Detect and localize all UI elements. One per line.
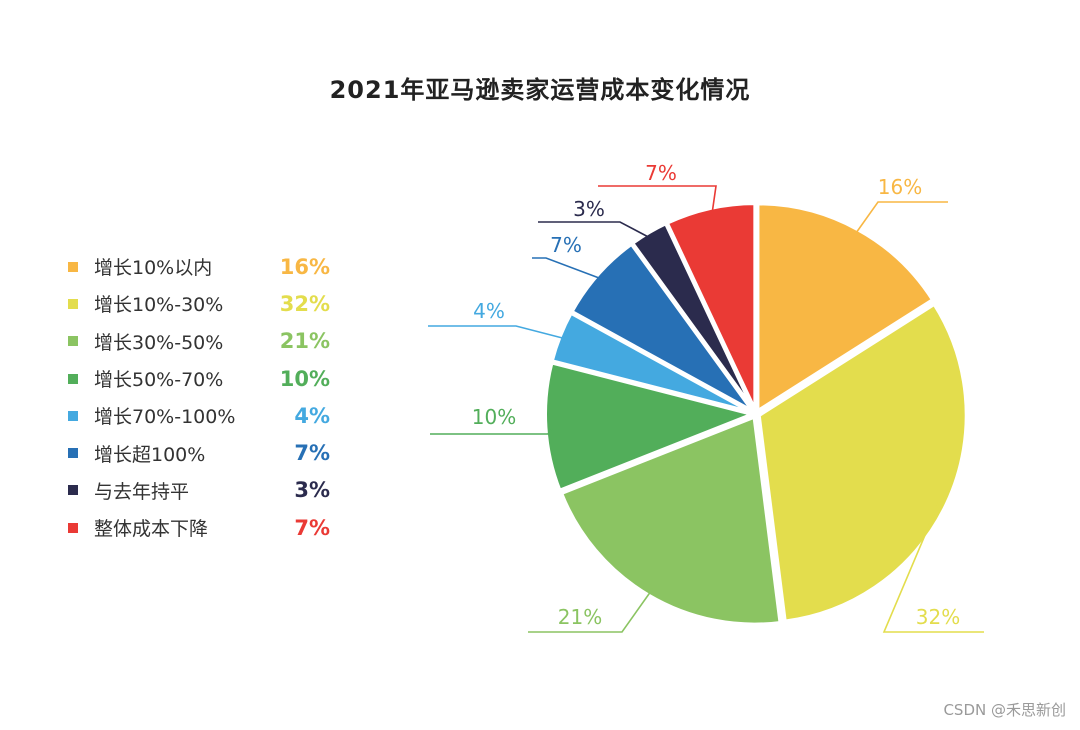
legend: 增长10%以内 16% 增长10%-30% 32% 增长30%-50% 21% 增长50%-…	[68, 248, 348, 546]
legend-swatch	[68, 485, 78, 496]
legend-label: 增长70%-100%	[94, 406, 236, 429]
legend-label: 与去年持平	[94, 480, 190, 503]
legend-label: 整体成本下降	[94, 518, 209, 541]
data-label: 10%	[472, 405, 516, 429]
legend-swatch	[68, 373, 78, 384]
legend-value: 21%	[279, 329, 330, 354]
legend-swatch	[68, 522, 78, 533]
legend-value: 4%	[294, 403, 330, 428]
legend-item: 增长超100% 7%	[68, 434, 348, 471]
legend-item: 整体成本下降 7%	[68, 509, 348, 546]
legend-item: 增长50%-70% 10%	[68, 360, 348, 397]
data-label: 16%	[878, 175, 922, 199]
legend-value: 32%	[279, 291, 330, 316]
legend-swatch	[68, 336, 78, 347]
leader-line	[882, 500, 984, 633]
leader-line	[430, 426, 555, 435]
legend-value: 3%	[294, 478, 330, 503]
legend-value: 16%	[279, 254, 330, 279]
legend-label: 增长10%-30%	[94, 294, 224, 317]
legend-label: 增长30%-50%	[94, 331, 224, 354]
leader-line	[853, 201, 948, 237]
pie-slice	[664, 201, 758, 414]
data-label: 3%	[573, 197, 605, 221]
pie-slice	[543, 360, 756, 493]
data-label: 32%	[916, 605, 960, 629]
data-label: 7%	[645, 161, 677, 185]
data-label: 4%	[473, 299, 505, 323]
pie-slice	[756, 301, 969, 624]
legend-swatch	[68, 448, 78, 459]
watermark: CSDN @禾思新创	[943, 701, 1066, 719]
legend-item: 增长30%-50% 21%	[68, 323, 348, 360]
data-label: 21%	[558, 605, 602, 629]
chart-title: 2021年亚马逊卖家运营成本变化情况	[329, 76, 751, 104]
legend-item: 增长10%以内 16%	[68, 248, 348, 285]
legend-label: 增长50%-70%	[94, 369, 224, 392]
legend-value: 7%	[294, 515, 330, 540]
legend-item: 增长70%-100% 4%	[68, 397, 348, 434]
legend-swatch	[68, 261, 78, 272]
legend-swatch	[68, 410, 78, 421]
pie-slice	[755, 201, 936, 414]
legend-value: 7%	[294, 441, 330, 466]
legend-value: 10%	[279, 366, 330, 391]
legend-swatch	[68, 298, 78, 309]
leader-line	[528, 588, 654, 633]
legend-item: 与去年持平 3%	[68, 472, 348, 509]
leader-line	[428, 325, 568, 341]
leader-line	[598, 185, 717, 217]
legend-label: 增长10%以内	[94, 257, 213, 280]
data-label: 7%	[550, 233, 582, 257]
legend-label: 增长超100%	[94, 443, 206, 466]
legend-item: 增长10%-30% 32%	[68, 285, 348, 322]
leader-line	[538, 221, 654, 240]
leader-line	[532, 257, 605, 281]
